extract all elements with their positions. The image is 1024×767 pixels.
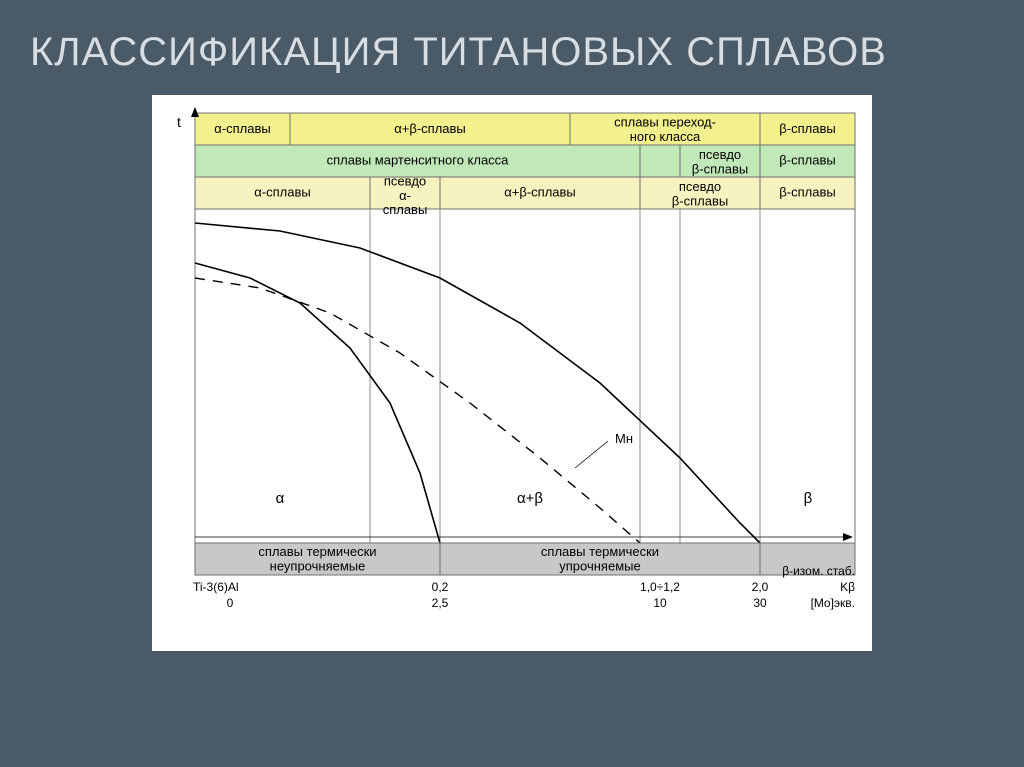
diagram-panel: α-сплавыα+β-сплавысплавы переход-ного кл… (152, 95, 872, 651)
region-beta: β (804, 490, 813, 507)
y-axis-label: t (177, 114, 181, 130)
x-tick-top: 0,2 (432, 580, 449, 594)
bottom-cell: сплавы термическинеупрочняемые (258, 544, 376, 573)
x-right-label-mid: Kβ (840, 580, 855, 594)
classification-diagram: α-сплавыα+β-сплавысплавы переход-ного кл… (160, 103, 860, 643)
header-cell: α-сплавы (214, 121, 270, 136)
x-right-label-top: β-изом. стаб. (782, 564, 855, 578)
header-cell: β-сплавы (779, 121, 835, 136)
x-tick-top: 2,0 (752, 580, 769, 594)
header-cell: псевдоβ-сплавы (692, 147, 748, 176)
x-axis-arrow (843, 533, 853, 541)
header-cell: псевдоβ-сплавы (672, 179, 728, 208)
x-tick-bot: 2,5 (432, 596, 449, 610)
curve-dashed (195, 278, 640, 543)
x-left-label: Ti-3(6)Al (193, 580, 239, 594)
mn-label: Mн (615, 431, 633, 446)
region-alpha: α (276, 490, 285, 507)
curve-inner (195, 263, 440, 543)
header-cell: α+β-сплавы (394, 121, 466, 136)
header-cell: сплавы мартенситного класса (327, 153, 510, 168)
x-tick-top: 1,0÷1,2 (640, 580, 680, 594)
header-cell: β-сплавы (779, 185, 835, 200)
header-cell: α+β-сплавы (504, 185, 576, 200)
x-tick-bot: 0 (227, 596, 234, 610)
region-alpha-beta: α+β (517, 490, 543, 507)
header-cell: β-сплавы (779, 153, 835, 168)
x-tick-bot: 30 (753, 596, 767, 610)
slide-title: КЛАССИФИКАЦИЯ ТИТАНОВЫХ СПЛАВОВ (30, 30, 994, 75)
header-cell: α-сплавы (254, 185, 310, 200)
x-right-label-bot: [Mo]экв. (811, 596, 855, 610)
x-tick-bot: 10 (653, 596, 667, 610)
